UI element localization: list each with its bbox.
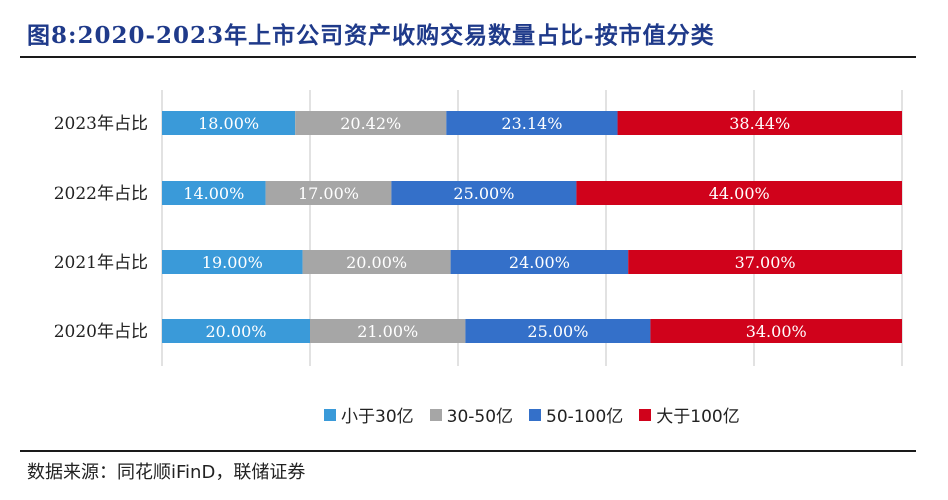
legend-swatch [429, 408, 442, 421]
data-label: 37.00% [735, 253, 796, 272]
legend-item: 50-100亿 [529, 402, 623, 427]
bar-segment [162, 181, 266, 205]
category-label: 2020年占比 [54, 322, 148, 342]
category-label: 2022年占比 [54, 184, 148, 204]
bar-segment [628, 250, 902, 274]
data-label: 17.00% [298, 184, 359, 203]
chart-legend: 小于30亿 30-50亿 50-100亿 大于100亿 [324, 402, 740, 427]
stacked-bar-chart: 2023年占比 18.00% 20.42% 23.14% 38.44% 2022年占比 14… [54, 90, 903, 366]
data-label: 19.00% [202, 253, 263, 272]
bar-segment [576, 181, 902, 205]
data-label: 23.14% [501, 114, 562, 133]
bar-segment [650, 319, 902, 343]
data-label: 20.00% [205, 322, 266, 341]
data-source: 数据来源：同花顺iFinD，联储证券 [27, 462, 306, 483]
title-underline [20, 56, 916, 58]
chart-title: 图8:2020-2023年上市公司资产收购交易数量占比-按市值分类 [27, 22, 715, 49]
data-label: 20.00% [346, 253, 407, 272]
footer-rule [20, 450, 916, 452]
legend-label: 大于100亿 [656, 407, 740, 427]
bar-segment [265, 181, 392, 205]
bar-segment [391, 181, 577, 205]
data-label: 21.00% [357, 322, 418, 341]
legend-swatch [529, 408, 542, 421]
data-label: 24.00% [509, 253, 570, 272]
bar-segment [162, 111, 296, 135]
legend-item: 30-50亿 [429, 402, 514, 427]
data-label: 18.00% [198, 114, 259, 133]
bar-segment [302, 250, 451, 274]
legend-item: 小于30亿 [324, 402, 414, 427]
data-label: 44.00% [709, 184, 770, 203]
category-label: 2021年占比 [54, 253, 148, 273]
legend-item: 大于100亿 [639, 402, 740, 427]
data-label: 25.00% [453, 184, 514, 203]
bar-segment [295, 111, 447, 135]
legend-swatch [639, 408, 652, 421]
legend-swatch [324, 408, 336, 421]
legend-label: 小于30亿 [341, 407, 414, 427]
data-label: 14.00% [183, 184, 244, 203]
bar-segment [450, 250, 629, 274]
data-label: 34.00% [746, 322, 807, 341]
data-label: 20.42% [340, 114, 401, 133]
bar-segment [465, 319, 651, 343]
bar-segment [162, 250, 303, 274]
bar-segment [162, 319, 310, 343]
category-label: 2023年占比 [54, 114, 148, 134]
bar-segment [310, 319, 466, 343]
legend-label: 30-50亿 [446, 407, 514, 427]
legend-label: 50-100亿 [546, 407, 624, 427]
bar-segment [446, 111, 618, 135]
data-label: 38.44% [729, 114, 790, 133]
bar-segment [617, 111, 902, 135]
data-label: 25.00% [527, 322, 588, 341]
